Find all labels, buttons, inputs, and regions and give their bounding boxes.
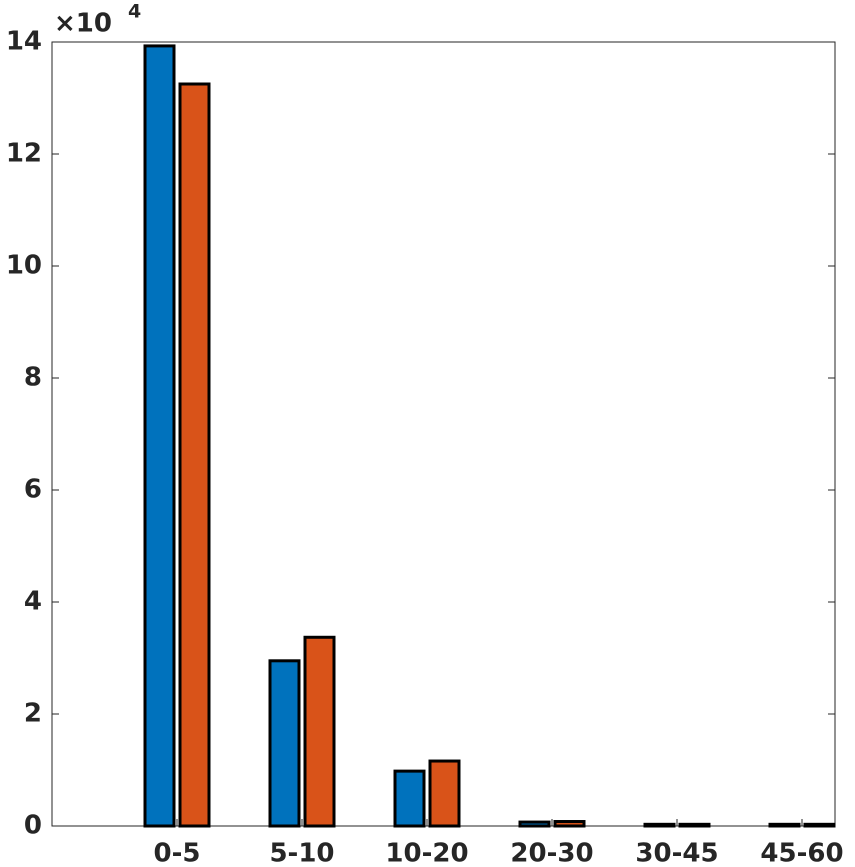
bar: [768, 822, 801, 828]
x-tick-label: 20-30: [510, 839, 593, 867]
y-tick-label: 0: [24, 811, 42, 841]
y-tick-label: 6: [24, 475, 42, 505]
bar: [643, 822, 676, 828]
bar: [518, 820, 551, 828]
bar: [678, 822, 711, 828]
y-tick-label: 8: [24, 363, 42, 393]
bar: [268, 659, 301, 828]
bar: [428, 759, 461, 828]
x-tick-label: 45-60: [760, 839, 843, 867]
y-tick-label: 14: [6, 27, 42, 57]
bar: [143, 44, 176, 828]
bar: [303, 635, 336, 828]
x-tick-label: 0-5: [154, 839, 201, 867]
x-tick-label: 5-10: [269, 839, 334, 867]
y-tick-label: 10: [6, 251, 42, 281]
y-multiplier-base: ×10: [54, 9, 112, 39]
y-multiplier-exponent: 4: [128, 1, 141, 23]
bar: [803, 822, 836, 828]
y-tick-label: 4: [24, 587, 42, 617]
bar: [178, 82, 211, 828]
x-tick-label: 30-45: [635, 839, 718, 867]
y-tick-label: 2: [24, 699, 42, 729]
y-tick-label: 12: [6, 139, 42, 169]
bar: [553, 820, 586, 828]
x-tick-label: 10-20: [385, 839, 468, 867]
bar: [393, 769, 426, 828]
